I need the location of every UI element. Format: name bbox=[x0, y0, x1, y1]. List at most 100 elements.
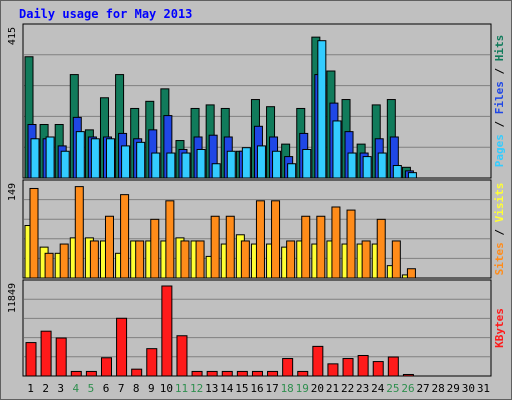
bar-pages-day-20 bbox=[317, 40, 327, 179]
bar-pages-day-21 bbox=[332, 120, 342, 179]
x-tick-label-22: 22 bbox=[341, 382, 354, 395]
bar-kbytes-day-23 bbox=[357, 354, 369, 377]
middle-panel-series-label: Sites / Visits bbox=[493, 183, 506, 276]
bar-pages-day-7 bbox=[121, 145, 131, 179]
x-tick-label-18: 18 bbox=[281, 382, 294, 395]
bar-sites-day-15 bbox=[240, 240, 250, 279]
bar-kbytes-day-16 bbox=[251, 370, 263, 377]
bar-sites-day-10 bbox=[165, 200, 175, 279]
bar-sites-day-25 bbox=[391, 240, 401, 279]
bar-sites-day-24 bbox=[376, 218, 386, 279]
bar-sites-day-23 bbox=[361, 240, 371, 279]
bar-pages-day-22 bbox=[347, 152, 357, 179]
x-tick-label-10: 10 bbox=[160, 382, 173, 395]
bar-kbytes-day-8 bbox=[131, 368, 143, 377]
bar-pages-day-1 bbox=[30, 138, 40, 179]
bar-kbytes-day-19 bbox=[297, 370, 309, 377]
series-label-sites: Sites bbox=[493, 242, 506, 275]
bar-kbytes-day-17 bbox=[267, 370, 279, 377]
bar-kbytes-day-26 bbox=[402, 373, 414, 377]
x-tick-label-4: 4 bbox=[73, 382, 80, 395]
x-tick-label-6: 6 bbox=[103, 382, 110, 395]
chart-bars bbox=[24, 36, 417, 377]
bar-pages-day-24 bbox=[377, 152, 387, 179]
bar-pages-day-26 bbox=[407, 172, 417, 179]
bar-sites-day-9 bbox=[150, 218, 160, 279]
bar-sites-day-3 bbox=[59, 243, 69, 279]
bar-sites-day-17 bbox=[271, 200, 281, 279]
bar-kbytes-day-2 bbox=[40, 330, 52, 377]
bar-sites-day-16 bbox=[255, 200, 265, 279]
label-separator: / bbox=[493, 61, 506, 81]
bar-kbytes-day-10 bbox=[161, 285, 173, 377]
bar-pages-day-4 bbox=[75, 131, 85, 179]
x-tick-label-7: 7 bbox=[118, 382, 125, 395]
bar-sites-day-1 bbox=[29, 187, 39, 279]
series-label-pages: Pages bbox=[493, 134, 506, 167]
series-label-files: Files bbox=[493, 81, 506, 114]
bar-sites-day-6 bbox=[104, 215, 114, 279]
x-tick-label-29: 29 bbox=[447, 382, 460, 395]
bar-kbytes-day-7 bbox=[116, 317, 128, 377]
bar-sites-day-26 bbox=[406, 268, 416, 279]
bar-kbytes-day-14 bbox=[221, 370, 233, 377]
x-tick-label-30: 30 bbox=[462, 382, 475, 395]
x-tick-label-25: 25 bbox=[386, 382, 399, 395]
x-tick-label-20: 20 bbox=[311, 382, 324, 395]
bar-sites-day-2 bbox=[44, 252, 54, 279]
bar-sites-day-5 bbox=[89, 240, 99, 279]
bar-kbytes-day-18 bbox=[282, 358, 294, 377]
bar-kbytes-day-20 bbox=[312, 345, 324, 377]
x-tick-label-17: 17 bbox=[265, 382, 278, 395]
series-label-kbytes: KBytes bbox=[493, 308, 506, 348]
top-panel-series-label: Pages / Files / Hits bbox=[493, 35, 506, 168]
bar-sites-day-8 bbox=[135, 240, 145, 279]
bar-pages-day-23 bbox=[362, 156, 372, 179]
bar-kbytes-day-1 bbox=[25, 342, 37, 377]
bar-sites-day-19 bbox=[301, 215, 311, 279]
label-separator: / bbox=[493, 222, 506, 242]
bar-pages-day-15 bbox=[241, 147, 251, 179]
bar-sites-day-12 bbox=[195, 240, 205, 279]
bar-pages-day-11 bbox=[181, 152, 191, 179]
bar-kbytes-day-11 bbox=[176, 335, 188, 377]
x-tick-label-12: 12 bbox=[190, 382, 203, 395]
bar-pages-day-6 bbox=[105, 138, 115, 179]
bar-kbytes-day-15 bbox=[236, 370, 248, 377]
bar-kbytes-day-12 bbox=[191, 370, 203, 377]
chart-title: Daily usage for May 2013 bbox=[19, 7, 193, 21]
bar-pages-day-8 bbox=[136, 141, 146, 179]
bar-pages-day-16 bbox=[256, 145, 266, 179]
bar-pages-day-12 bbox=[196, 148, 206, 179]
bar-sites-day-20 bbox=[316, 215, 326, 279]
bar-pages-day-9 bbox=[151, 152, 161, 179]
bar-kbytes-day-5 bbox=[85, 370, 97, 377]
bar-kbytes-day-6 bbox=[100, 357, 112, 377]
x-tick-label-2: 2 bbox=[42, 382, 49, 395]
bar-kbytes-day-9 bbox=[146, 348, 158, 377]
bar-kbytes-day-13 bbox=[206, 370, 218, 377]
bar-sites-day-18 bbox=[286, 240, 296, 279]
bar-sites-day-7 bbox=[120, 194, 130, 279]
x-tick-label-16: 16 bbox=[250, 382, 263, 395]
bar-pages-day-2 bbox=[45, 136, 55, 179]
bar-sites-day-21 bbox=[331, 206, 341, 279]
x-tick-label-13: 13 bbox=[205, 382, 218, 395]
bar-pages-day-5 bbox=[90, 138, 100, 179]
x-tick-label-24: 24 bbox=[371, 382, 385, 395]
bar-pages-day-13 bbox=[211, 163, 221, 179]
x-tick-label-5: 5 bbox=[88, 382, 95, 395]
bar-kbytes-day-25 bbox=[387, 356, 399, 377]
bar-sites-day-22 bbox=[346, 209, 356, 279]
bar-pages-day-3 bbox=[60, 150, 70, 179]
x-tick-label-11: 11 bbox=[175, 382, 188, 395]
bar-pages-day-14 bbox=[226, 150, 236, 179]
bottom-panel-series-label: KBytes bbox=[493, 308, 506, 348]
y-max-label-panel-3: 11849 bbox=[7, 283, 18, 313]
x-tick-label-3: 3 bbox=[57, 382, 64, 395]
x-tick-label-9: 9 bbox=[148, 382, 155, 395]
bar-pages-day-18 bbox=[287, 163, 297, 179]
bar-sites-day-11 bbox=[180, 240, 190, 279]
